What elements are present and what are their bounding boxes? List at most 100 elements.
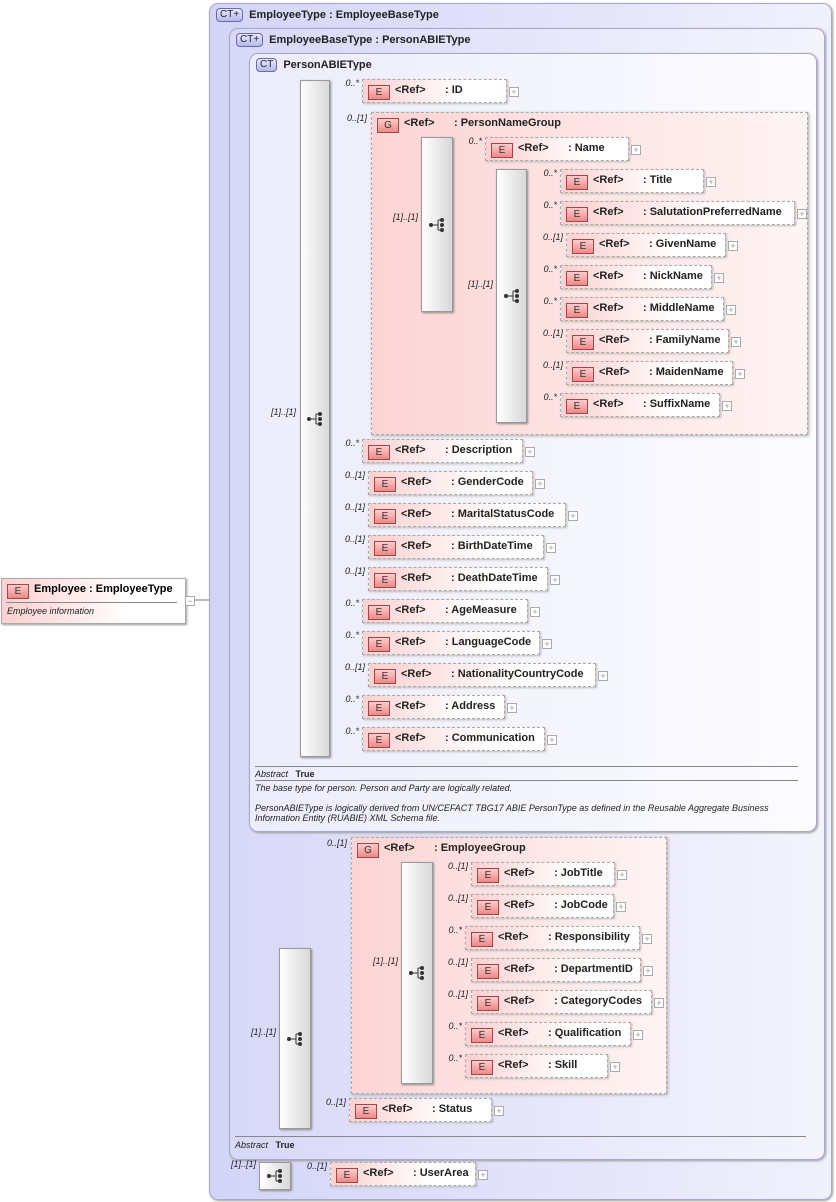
expand-icon[interactable]: +: [478, 1170, 488, 1180]
expand-icon[interactable]: +: [706, 177, 716, 187]
expand-icon[interactable]: +: [714, 273, 724, 283]
expand-icon[interactable]: +: [494, 1106, 504, 1116]
expand-icon[interactable]: +: [509, 87, 519, 97]
cardinality: 0..[1]: [447, 861, 468, 871]
element-id[interactable]: E <Ref>: ID: [362, 79, 507, 103]
cardinality: 0..[1]: [447, 989, 468, 999]
sequence-compositor[interactable]: [401, 862, 433, 1084]
element-languagecode[interactable]: E <Ref>: LanguageCode: [362, 631, 540, 655]
element-skill[interactable]: E <Ref>: Skill: [465, 1054, 608, 1078]
expand-icon[interactable]: +: [568, 511, 578, 521]
element-icon: E: [477, 868, 499, 883]
element-qualification[interactable]: E <Ref>: Qualification: [465, 1022, 631, 1046]
ref-label: <Ref>: [395, 732, 426, 744]
expand-icon[interactable]: +: [731, 337, 741, 347]
expand-icon[interactable]: +: [525, 447, 535, 457]
element-icon: E: [477, 964, 499, 979]
expand-icon[interactable]: +: [507, 703, 517, 713]
ref-label: <Ref>: [593, 174, 624, 186]
element-icon: E: [572, 239, 594, 254]
element-maidenname[interactable]: E <Ref>: MaidenName: [566, 361, 733, 385]
expand-icon[interactable]: +: [728, 241, 738, 251]
ref-label: <Ref>: [401, 572, 432, 584]
expand-icon[interactable]: +: [598, 671, 608, 681]
sequence-compositor[interactable]: [259, 1162, 291, 1190]
element-address[interactable]: E <Ref>: Address: [362, 695, 505, 719]
element-name: : SuffixName: [643, 398, 711, 410]
container-title: EmployeeType : EmployeeBaseType: [249, 9, 439, 21]
element-name: : Name: [568, 142, 605, 154]
element-salutationpreferredname[interactable]: E <Ref>: SalutationPreferredName: [560, 201, 795, 225]
element-name: : CategoryCodes: [554, 995, 643, 1007]
cardinality: [1]..[1]: [230, 1159, 256, 1169]
cardinality: [1]..[1]: [372, 956, 398, 966]
element-name: : NickName: [643, 270, 703, 282]
cardinality: [1]..[1]: [467, 279, 493, 289]
expand-icon[interactable]: +: [735, 369, 745, 379]
element-icon: E: [471, 932, 493, 947]
expand-icon[interactable]: +: [530, 607, 540, 617]
element-communication[interactable]: E <Ref>: Communication: [362, 727, 545, 751]
expand-icon[interactable]: +: [617, 870, 627, 880]
element-middlename[interactable]: E <Ref>: MiddleName: [560, 297, 724, 321]
element-title[interactable]: E <Ref>: Title: [560, 169, 704, 193]
element-suffixname[interactable]: E <Ref>: SuffixName: [560, 393, 720, 417]
expand-icon[interactable]: +: [654, 998, 664, 1008]
expand-icon[interactable]: +: [546, 543, 556, 553]
element-departmentid[interactable]: E <Ref>: DepartmentID: [471, 958, 641, 982]
element-nickname[interactable]: E <Ref>: NickName: [560, 265, 712, 289]
expand-icon[interactable]: +: [550, 575, 560, 585]
sequence-compositor[interactable]: [421, 137, 453, 312]
expand-icon[interactable]: +: [633, 1030, 643, 1040]
element-status[interactable]: E <Ref>: Status: [349, 1098, 492, 1122]
expand-icon[interactable]: +: [726, 305, 736, 315]
element-categorycodes[interactable]: E <Ref>: CategoryCodes: [471, 990, 652, 1014]
expand-icon[interactable]: +: [535, 479, 545, 489]
element-jobtitle[interactable]: E <Ref>: JobTitle: [471, 862, 615, 886]
element-icon: E: [7, 584, 29, 599]
element-familyname[interactable]: E <Ref>: FamilyName: [566, 329, 729, 353]
expand-icon[interactable]: +: [610, 1062, 620, 1072]
expand-icon[interactable]: +: [797, 209, 807, 219]
collapse-icon[interactable]: −: [185, 596, 195, 606]
element-userarea[interactable]: E <Ref>: UserArea: [330, 1162, 476, 1186]
sequence-compositor[interactable]: [496, 169, 527, 423]
element-icon: E: [368, 605, 390, 620]
complex-type-icon: CT+: [216, 8, 244, 22]
group-name: : PersonNameGroup: [454, 117, 561, 129]
expand-icon[interactable]: +: [631, 145, 641, 155]
element-name: : Qualification: [548, 1027, 622, 1039]
element-gendercode[interactable]: E <Ref>: GenderCode: [368, 471, 533, 495]
cardinality: 0..*: [345, 726, 359, 736]
cardinality: 0..*: [468, 136, 482, 146]
ref-label: <Ref>: [593, 270, 624, 282]
root-element-employee[interactable]: E Employee : EmployeeType Employee infor…: [1, 578, 186, 624]
element-responsibility[interactable]: E <Ref>: Responsibility: [465, 926, 640, 950]
abstract-value: True: [295, 769, 315, 779]
element-deathdatetime[interactable]: E <Ref>: DeathDateTime: [368, 567, 548, 591]
cardinality: 0..[1]: [447, 957, 468, 967]
expand-icon[interactable]: +: [616, 902, 626, 912]
expand-icon[interactable]: +: [547, 735, 557, 745]
element-birthdatetime[interactable]: E <Ref>: BirthDateTime: [368, 535, 544, 559]
element-givenname[interactable]: E <Ref>: GivenName: [566, 233, 726, 257]
element-agemeasure[interactable]: E <Ref>: AgeMeasure: [362, 599, 528, 623]
element-name: : BirthDateTime: [451, 540, 533, 552]
sequence-compositor[interactable]: [279, 948, 311, 1129]
cardinality: 0..[1]: [325, 1097, 346, 1107]
element-maritalstatuscode[interactable]: E <Ref>: MaritalStatusCode: [368, 503, 566, 527]
sequence-compositor[interactable]: [300, 80, 330, 757]
element-jobcode[interactable]: E <Ref>: JobCode: [471, 894, 614, 918]
cardinality: [1]..[1]: [250, 1027, 276, 1037]
element-name[interactable]: E <Ref>: Name: [485, 137, 629, 161]
element-description[interactable]: E <Ref>: Description: [362, 439, 523, 463]
ref-label: <Ref>: [401, 476, 432, 488]
element-nationalitycountrycode[interactable]: E <Ref>: NationalityCountryCode: [368, 663, 596, 687]
expand-icon[interactable]: +: [643, 966, 653, 976]
expand-icon[interactable]: +: [722, 401, 732, 411]
element-icon: E: [566, 399, 588, 414]
expand-icon[interactable]: +: [542, 639, 552, 649]
expand-icon[interactable]: +: [642, 934, 652, 944]
element-icon: E: [471, 1028, 493, 1043]
element-icon: E: [471, 1060, 493, 1075]
